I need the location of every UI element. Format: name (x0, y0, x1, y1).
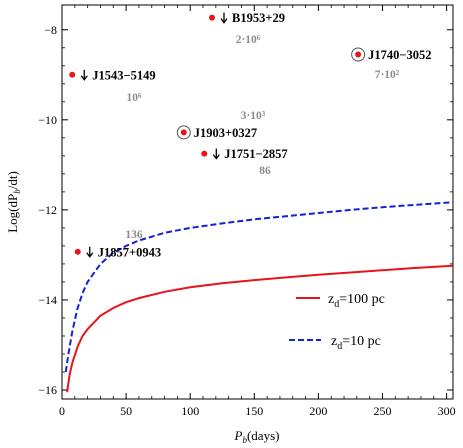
series-line-100pc (66, 264, 454, 393)
plot-frame (61, 4, 454, 400)
pulsar-ring (351, 47, 366, 62)
pulsar-ring (176, 125, 191, 140)
pulsar-note: 7·10² (375, 69, 400, 81)
legend-10pc-sub: d (337, 341, 342, 352)
upper-limit-arrow-head (220, 18, 228, 24)
data-curves (64, 201, 454, 393)
legend-10pc-tail: =10 pc (342, 334, 381, 349)
legend-label-100pc: zd=100 pc (328, 292, 385, 310)
y-tick-label: −8 (44, 23, 57, 37)
legend-label-10pc: zd=10 pc (331, 334, 381, 352)
axis-tick-labels: 0 50 100 150 200 250 300 −16 −14 −12 −10 −8 (38, 23, 455, 418)
axis-ticks (61, 5, 453, 399)
x-axis-title: Pb(days) (234, 428, 280, 445)
upper-limit-arrow-head (212, 154, 220, 160)
legend-10pc-main: z (331, 334, 337, 349)
x-tick-label: 300 (438, 404, 456, 418)
y-tick-label: −16 (38, 383, 57, 397)
x-tick-label: 150 (245, 404, 263, 418)
pulsar-marker (208, 14, 215, 21)
pulsar-note: 3·10³ (241, 110, 266, 122)
y-tick-label: −14 (38, 293, 57, 307)
pulsar-points: B1953+29 2·10⁶ J1543−5149 10⁶ J1740−3052 7·10… (69, 11, 432, 259)
pulsar-note: 2·10⁶ (236, 34, 261, 46)
x-axis-title-main: P (234, 428, 243, 443)
pulsar-name: J1740−3052 (368, 48, 431, 62)
y-tick-label: −10 (38, 113, 57, 127)
pulsar-marker (355, 51, 362, 58)
x-tick-label: 200 (309, 404, 327, 418)
y-tick-label: −12 (38, 203, 57, 217)
x-tick-label: 250 (373, 404, 391, 418)
x-axis-title-sub: b (242, 435, 247, 445)
upper-limit-arrow-head (80, 75, 88, 81)
series-line-10pc (64, 201, 454, 373)
y-axis-title-sub: b (12, 189, 22, 194)
legend-100pc-main: z (328, 292, 334, 307)
pulsar-note: 10⁶ (127, 92, 143, 104)
pulsar-marker (69, 71, 76, 78)
pulsar-name: B1953+29 (232, 11, 285, 25)
x-tick-label: 0 (59, 404, 65, 418)
pulsar-marker (201, 150, 208, 157)
pulsar-marker (74, 248, 81, 255)
legend: zd=100 pc zd=10 pc (289, 292, 385, 352)
pulsar-name: J1751−2857 (224, 147, 287, 161)
pulsar-marker (180, 129, 187, 136)
y-axis-title-main: Log(dP (5, 194, 20, 233)
x-axis-title-unit: (days) (247, 428, 280, 443)
pulsar-name: J1857+0943 (98, 245, 161, 259)
pulsar-note: 136 (125, 229, 143, 241)
y-axis-title: Log(dPb/dt) (5, 171, 22, 233)
legend-100pc-tail: =100 pc (339, 292, 385, 307)
upper-limit-arrow-head (86, 252, 94, 258)
legend-100pc-sub: d (334, 299, 339, 310)
pulsar-name: J1543−5149 (92, 68, 155, 82)
x-tick-label: 50 (120, 404, 132, 418)
pulsar-note: 86 (259, 165, 271, 177)
y-axis-title-tail: /dt) (5, 171, 20, 189)
pulsar-name: J1903+0327 (194, 126, 257, 140)
x-tick-label: 100 (181, 404, 199, 418)
